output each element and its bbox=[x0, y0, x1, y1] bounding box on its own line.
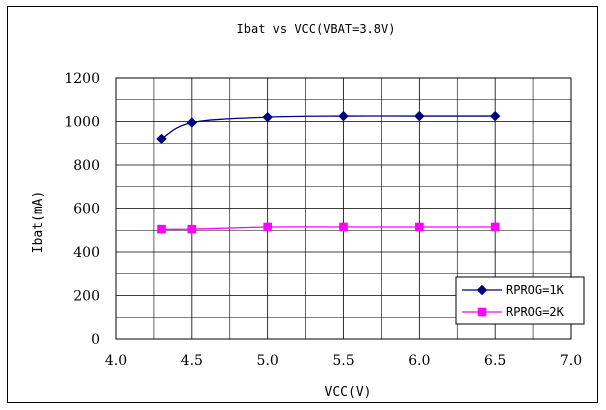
legend-swatch-marker bbox=[476, 284, 488, 296]
legend-label: RPROG=1K bbox=[506, 283, 565, 297]
data-point bbox=[414, 110, 425, 122]
data-point bbox=[156, 133, 167, 145]
y-axis-title: Ibat(mA) bbox=[31, 191, 46, 254]
x-tick-label: 5.0 bbox=[257, 353, 279, 369]
data-point bbox=[263, 222, 272, 232]
x-axis-title: VCC(V) bbox=[325, 385, 372, 400]
x-tick-label: 6.5 bbox=[484, 353, 506, 369]
y-tick-label: 0 bbox=[91, 332, 100, 348]
series-line bbox=[161, 226, 496, 230]
legend: RPROG=1K RPROG=2K bbox=[455, 276, 585, 325]
data-point bbox=[338, 110, 349, 122]
y-tick-label: 800 bbox=[73, 158, 100, 174]
y-tick-label: 600 bbox=[73, 202, 100, 218]
legend-swatch-marker bbox=[477, 307, 487, 317]
legend-label: RPROG=2K bbox=[506, 305, 565, 319]
data-point bbox=[157, 224, 166, 234]
tick-labels: 0 200 400 600 800 1000 1200 4.0 4.5 5.0 5.5 6.0 6.5 7… bbox=[64, 71, 582, 369]
data-point bbox=[490, 222, 500, 232]
plot-series bbox=[156, 110, 501, 234]
x-tick-label: 4.5 bbox=[181, 353, 203, 369]
chart-title: Ibat vs VCC(VBAT=3.8V) bbox=[237, 22, 396, 36]
series-line bbox=[161, 115, 496, 140]
x-tick-label: 7.0 bbox=[560, 353, 582, 369]
data-point bbox=[339, 222, 348, 232]
data-point bbox=[186, 117, 198, 128]
legend-box bbox=[455, 276, 585, 325]
x-tick-label: 4.0 bbox=[105, 353, 127, 369]
y-tick-label: 200 bbox=[73, 289, 100, 305]
x-tick-label: 5.5 bbox=[332, 353, 354, 369]
data-point bbox=[187, 224, 197, 234]
plot-area-border bbox=[115, 77, 572, 340]
x-tick-label: 6.0 bbox=[408, 353, 430, 369]
y-tick-label: 1000 bbox=[64, 115, 100, 131]
chart-frame bbox=[7, 6, 598, 403]
data-point bbox=[262, 111, 273, 123]
data-point bbox=[489, 110, 501, 122]
y-tick-label: 1200 bbox=[64, 71, 100, 87]
data-point bbox=[415, 222, 424, 232]
y-tick-label: 400 bbox=[73, 245, 100, 261]
